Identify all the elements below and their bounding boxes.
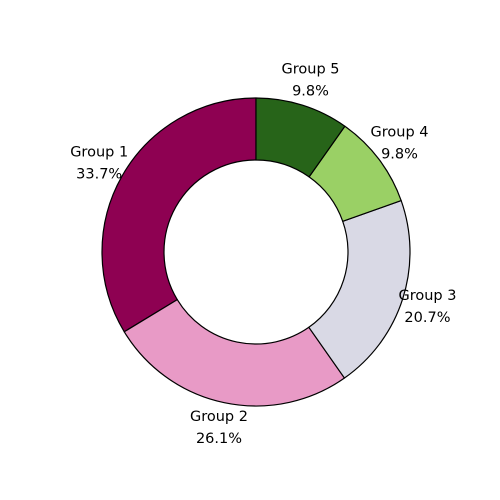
slice-5 xyxy=(255,97,346,178)
donut-slices xyxy=(101,97,411,407)
slice-percent-2: 26.1% xyxy=(196,431,242,447)
slice-percent-3: 20.7% xyxy=(404,310,450,326)
slice-labels: Group 1 33.7% Group 2 26.1% Group 3 20.7% Grou… xyxy=(70,61,456,447)
slice-label-5: Group 5 xyxy=(282,61,340,77)
slice-label-3: Group 3 xyxy=(398,288,456,304)
slice-label-2: Group 2 xyxy=(190,409,248,425)
slice-3 xyxy=(308,199,411,379)
slice-percent-1: 33.7% xyxy=(76,167,122,183)
slice-percent-5: 9.8% xyxy=(292,83,329,99)
slice-label-4: Group 4 xyxy=(371,124,429,140)
slice-2 xyxy=(123,299,346,407)
slice-1 xyxy=(101,97,257,333)
slice-percent-4: 9.8% xyxy=(381,146,418,162)
slice-label-1: Group 1 xyxy=(70,145,128,161)
